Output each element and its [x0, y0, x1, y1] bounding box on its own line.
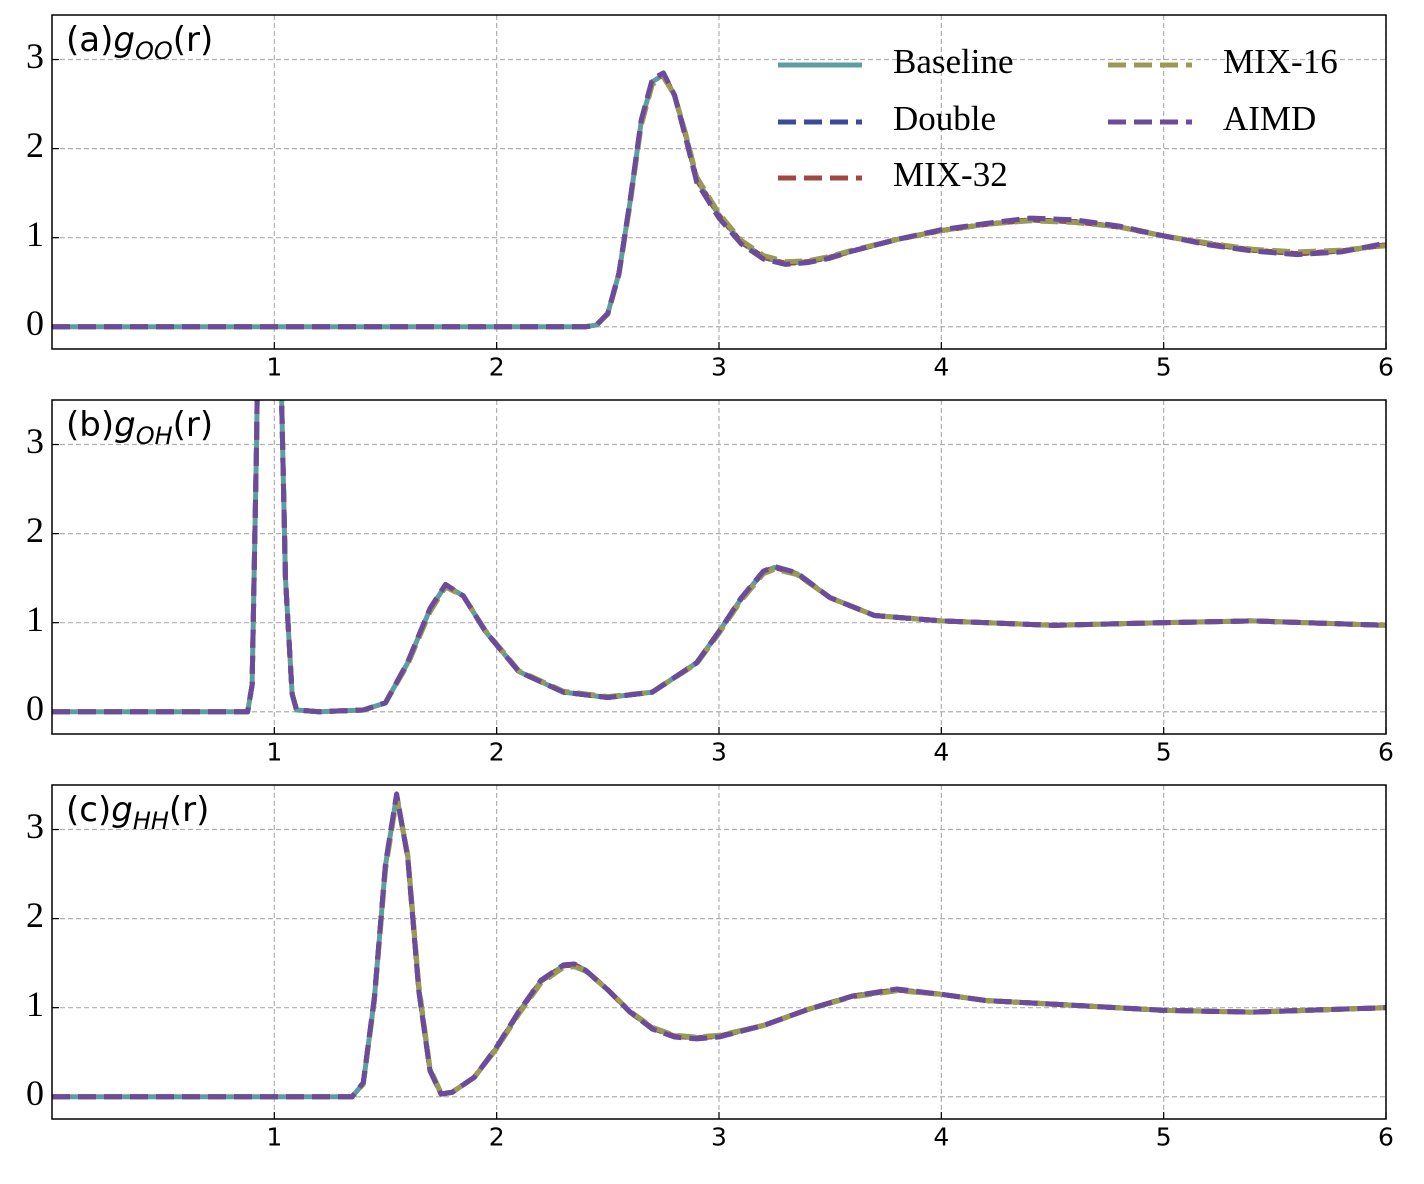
series-line	[52, 70, 1386, 330]
label-prefix: (c)	[66, 790, 111, 830]
x-tick-label: 3	[711, 352, 727, 381]
label-symbol: g	[113, 20, 135, 60]
y-tick-label: 3	[26, 806, 44, 846]
label-symbol: g	[111, 790, 133, 830]
panel: 0 1 2 3 1 2 3 4 5 6 (c)gHH(r)	[26, 784, 1394, 1151]
x-tick-label: 6	[1378, 737, 1394, 766]
x-tick-label: 2	[489, 1122, 505, 1151]
legend-label: MIX-32	[893, 155, 1008, 194]
x-tick-label: 1	[266, 737, 282, 766]
panel-label: (b)gOH(r)	[66, 405, 213, 450]
axes-frame	[51, 784, 1387, 1120]
y-tick-label: 0	[26, 1073, 44, 1113]
x-tick-label: 3	[711, 1122, 727, 1151]
legend: Baseline Double MIX-32 MIX-16 AIMD	[778, 42, 1338, 194]
x-tick-label: 1	[266, 352, 282, 381]
legend-label: AIMD	[1223, 99, 1316, 138]
label-subscript: HH	[133, 807, 169, 835]
panel: 0 1 2 3 1 2 3 4 5 6 (b)gOH(r)	[26, 399, 1394, 766]
label-subscript: OO	[135, 37, 173, 65]
y-tick-label: 1	[26, 984, 44, 1024]
y-tick-label: 3	[26, 36, 44, 76]
panel-label: (c)gHH(r)	[66, 790, 209, 835]
y-tick-label: 2	[26, 510, 44, 550]
panel: 0 1 2 3 1 2 3 4 5 6 (a)gOO(r) Baseline Double MIX-32 M…	[26, 14, 1394, 381]
x-tick-label: 4	[933, 737, 949, 766]
x-tick-label: 3	[711, 737, 727, 766]
x-tick-label: 5	[1156, 352, 1172, 381]
y-tick-label: 0	[26, 688, 44, 728]
legend-label: Double	[893, 99, 996, 138]
label-prefix: (a)	[66, 20, 113, 60]
x-tick-label: 5	[1156, 737, 1172, 766]
plot-lines	[52, 70, 1386, 330]
x-tick-label: 2	[489, 352, 505, 381]
axes-frame	[51, 14, 1387, 350]
panel-label: (a)gOO(r)	[66, 20, 213, 65]
y-tick-label: 2	[26, 125, 44, 165]
x-tick-label: 2	[489, 737, 505, 766]
x-tick-label: 4	[933, 1122, 949, 1151]
plot-lines	[52, 791, 1386, 1100]
label-subscript: OH	[136, 422, 173, 450]
y-tick-label: 0	[26, 303, 44, 343]
x-tick-label: 4	[933, 352, 949, 381]
x-tick-label: 5	[1156, 1122, 1172, 1151]
y-tick-label: 3	[26, 421, 44, 461]
plot-lines	[52, 400, 1386, 715]
series-line	[52, 791, 1386, 1100]
legend-label: MIX-16	[1223, 42, 1338, 81]
y-tick-label: 1	[26, 214, 44, 254]
label-symbol: g	[114, 405, 136, 445]
y-tick-label: 1	[26, 599, 44, 639]
y-tick-label: 2	[26, 895, 44, 935]
series-line	[52, 400, 1386, 715]
legend-label: Baseline	[893, 42, 1014, 81]
label-suffix: (r)	[173, 20, 214, 60]
x-tick-label: 6	[1378, 1122, 1394, 1151]
label-suffix: (r)	[169, 790, 210, 830]
label-prefix: (b)	[66, 405, 114, 445]
label-suffix: (r)	[173, 405, 214, 445]
x-tick-label: 1	[266, 1122, 282, 1151]
axes-frame	[51, 399, 1387, 735]
x-tick-label: 6	[1378, 352, 1394, 381]
